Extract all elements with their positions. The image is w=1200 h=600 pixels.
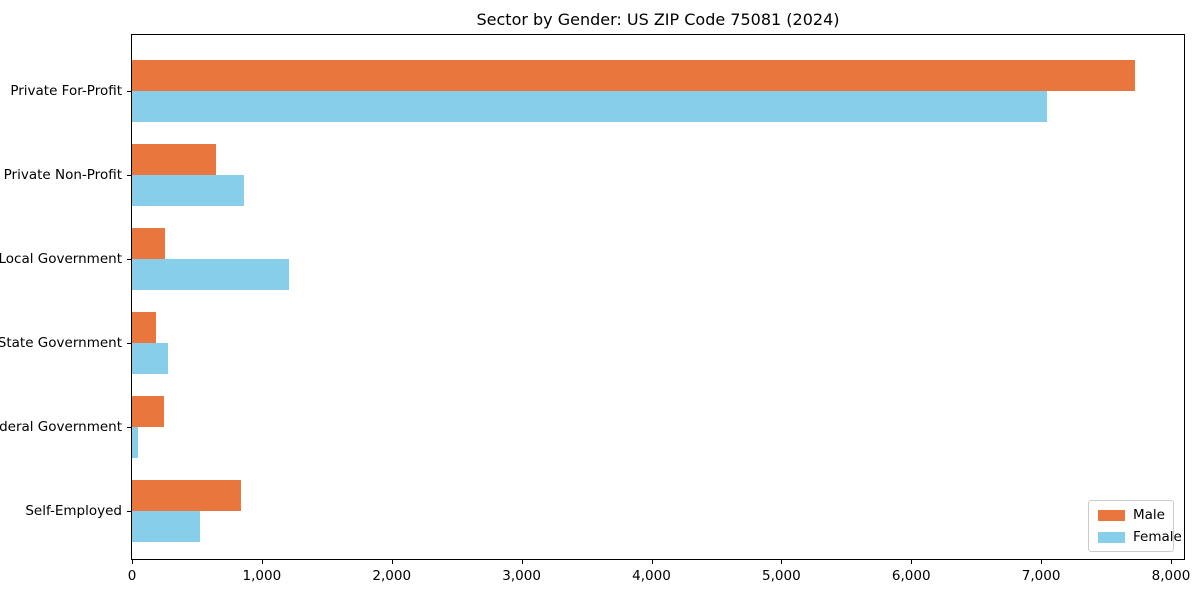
x-tick-mark	[1171, 559, 1172, 564]
x-tick-mark	[651, 559, 653, 564]
legend-label-female: Female	[1133, 529, 1182, 545]
legend: Male Female	[1088, 500, 1182, 552]
bar-male-local-government	[132, 227, 166, 259]
y-tick-mark	[127, 342, 132, 344]
bar-male-state-government	[132, 311, 157, 343]
bar-female-state-government	[132, 342, 169, 374]
x-tick-label-5000: 5,000	[762, 568, 801, 584]
bar-male-private-non-profit	[132, 143, 217, 175]
y-tick-label-federal-government: Federal Government	[0, 418, 122, 435]
bar-male-self-employed	[132, 479, 242, 511]
legend-swatch-female	[1098, 531, 1125, 543]
x-tick-mark	[132, 559, 133, 564]
x-tick-mark	[391, 559, 393, 564]
y-tick-mark	[127, 426, 132, 428]
x-tick-label-0: 0	[127, 568, 137, 584]
bar-female-local-government	[132, 258, 289, 290]
legend-swatch-male	[1098, 509, 1125, 521]
x-tick-label-8000: 8,000	[1151, 568, 1191, 584]
plot-area: Male Female Private For-Profit Private No…	[0, 34, 1190, 584]
y-tick-mark	[127, 258, 132, 260]
y-tick-label-state-government: State Government	[0, 334, 122, 351]
bar-male-federal-government	[132, 395, 165, 427]
y-tick-label-self-employed: Self-Employed	[25, 502, 122, 519]
y-tick-label-local-government: Local Government	[0, 250, 122, 267]
x-tick-label-3000: 3,000	[502, 568, 541, 584]
bar-female-self-employed	[132, 510, 201, 542]
bar-female-federal-government	[132, 426, 139, 458]
x-tick-label-4000: 4,000	[632, 568, 671, 584]
x-tick-label-6000: 6,000	[891, 568, 931, 584]
y-tick-label-private-non-profit: Private Non-Profit	[3, 166, 122, 183]
x-tick-mark	[781, 559, 783, 564]
x-tick-label-7000: 7,000	[1021, 568, 1061, 584]
legend-entry-female: Female	[1098, 529, 1182, 545]
bar-female-private-non-profit	[132, 174, 244, 206]
bar-female-private-for-profit	[132, 91, 1047, 122]
x-tick-label-2000: 2,000	[372, 568, 412, 584]
y-tick-mark	[127, 91, 132, 92]
x-tick-mark	[521, 559, 523, 564]
x-tick-mark	[1041, 559, 1043, 564]
x-tick-label-1000: 1,000	[242, 568, 282, 584]
x-tick-mark	[261, 559, 263, 564]
bar-male-private-for-profit	[132, 60, 1136, 91]
x-tick-mark	[911, 559, 913, 564]
legend-label-male: Male	[1133, 507, 1165, 523]
legend-entry-male: Male	[1098, 507, 1165, 523]
y-tick-mark	[127, 174, 132, 176]
y-tick-mark	[127, 510, 132, 512]
y-tick-label-private-for-profit: Private For-Profit	[10, 83, 122, 99]
chart-title: Sector by Gender: US ZIP Code 75081 (202…	[476, 10, 840, 29]
